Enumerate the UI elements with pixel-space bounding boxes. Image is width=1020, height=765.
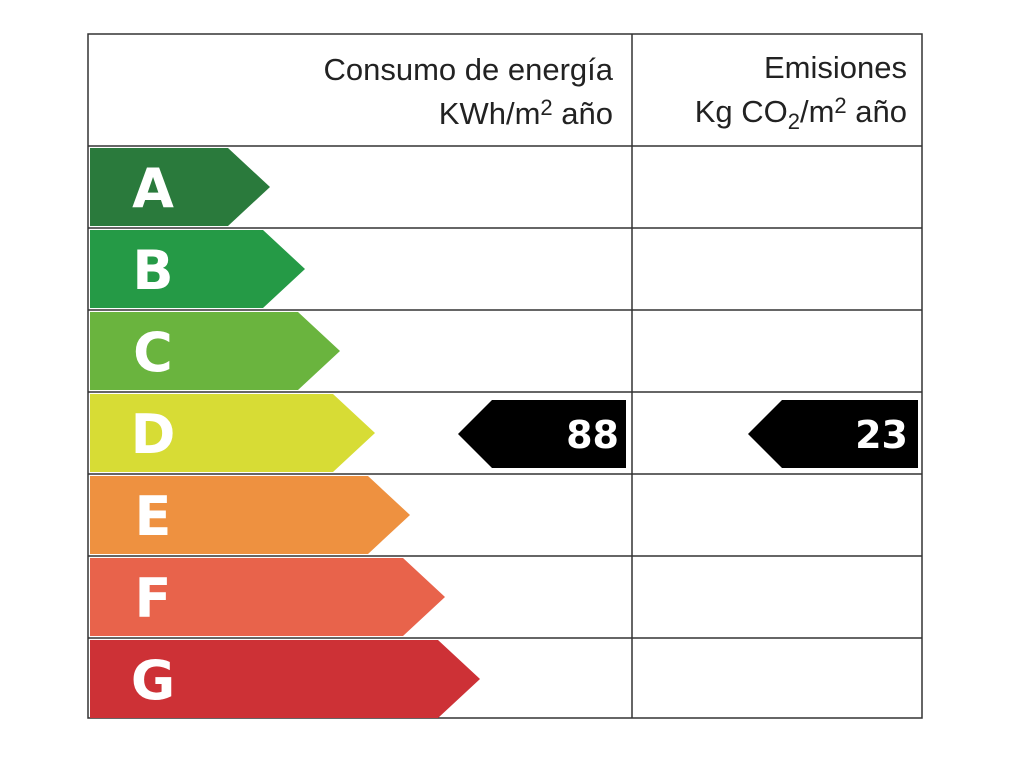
energy-rating-arrow (458, 400, 626, 468)
unit-part: /m (800, 94, 834, 129)
unit-sub: 2 (788, 109, 800, 134)
class-letter: F (135, 567, 172, 630)
class-arrow (90, 640, 480, 718)
emissions-value: 23 (855, 413, 908, 457)
class-arrow (90, 148, 270, 226)
unit-sup: 2 (834, 93, 846, 118)
class-arrow (90, 558, 445, 636)
class-arrow (90, 394, 375, 472)
energy-unit: KWh/m2 año (439, 95, 613, 131)
class-letter: E (135, 485, 172, 548)
class-letter: G (131, 649, 175, 712)
unit-part: año (847, 94, 907, 129)
class-letter: B (132, 239, 173, 302)
class-arrow (90, 312, 340, 390)
unit-part: KWh/m (439, 96, 541, 131)
energy-title: Consumo de energía (323, 52, 613, 87)
energy-value: 88 (566, 413, 619, 457)
class-letter: A (132, 157, 174, 220)
unit-part: Kg CO (695, 94, 788, 129)
unit-sup: 2 (540, 95, 552, 120)
unit-part: año (553, 96, 613, 131)
emissions-rating-arrow (748, 400, 918, 468)
emissions-unit: Kg CO2/m2 año (695, 93, 907, 134)
class-letter: C (133, 321, 173, 384)
emissions-title: Emisiones (764, 50, 907, 85)
class-arrow (90, 230, 305, 308)
frame (87, 33, 923, 719)
class-arrow (90, 476, 410, 554)
class-letter: D (131, 403, 176, 466)
